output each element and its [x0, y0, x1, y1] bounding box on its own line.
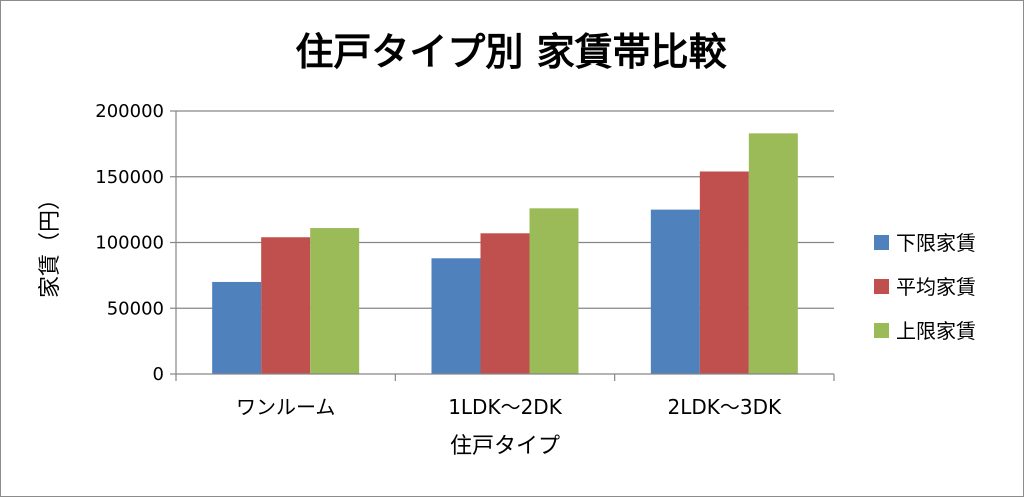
x-category-label: 2LDK～3DK	[668, 395, 783, 419]
legend-label: 下限家賃	[896, 231, 976, 255]
legend-label: 平均家賃	[896, 275, 976, 299]
chart-title: 住戸タイプ別 家賃帯比較	[295, 30, 727, 74]
legend-label: 上限家賃	[896, 319, 976, 343]
bar	[699, 171, 749, 374]
bar	[748, 133, 798, 374]
bar	[480, 233, 530, 374]
y-tick-label: 0	[153, 364, 164, 385]
y-tick-label: 200000	[95, 101, 164, 122]
bar	[650, 209, 700, 374]
x-category-label: 1LDK～2DK	[448, 395, 563, 419]
y-tick-label: 150000	[95, 167, 164, 188]
bars	[212, 133, 798, 374]
bar	[212, 281, 262, 374]
bar	[310, 228, 360, 374]
bar	[261, 237, 311, 374]
y-tick-label: 50000	[107, 298, 164, 319]
x-axis-label: 住戸タイプ	[450, 434, 560, 459]
legend-swatch	[874, 279, 889, 294]
legend-swatch	[874, 235, 889, 250]
axes: 0 50000 100000 150000 200000 ワンルーム 1LDK～2DK 2LD…	[95, 101, 835, 419]
y-axis-label: 家賃（円）	[38, 188, 63, 298]
legend-swatch	[874, 323, 889, 338]
y-tick-label: 100000	[95, 233, 164, 254]
bar	[529, 208, 579, 374]
x-category-label: ワンルーム	[236, 395, 335, 419]
bar	[431, 258, 481, 374]
